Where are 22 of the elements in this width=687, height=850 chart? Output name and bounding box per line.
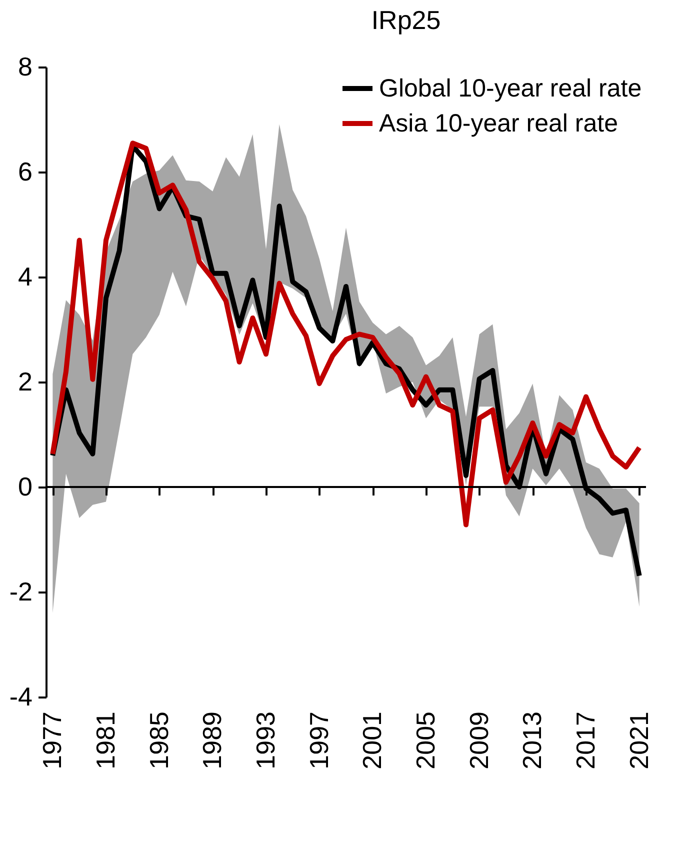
x-tick-label: 2017: [570, 712, 600, 770]
x-tick-label: 2021: [624, 712, 654, 770]
y-tick-label: -2: [9, 576, 32, 606]
x-tick-label: 1985: [144, 712, 174, 770]
y-tick-label: 6: [18, 156, 32, 186]
legend-label: Asia 10-year real rate: [379, 110, 618, 138]
y-tick-label: 8: [18, 52, 32, 82]
x-tick-label: 1989: [197, 712, 228, 770]
x-tick-label: 1993: [250, 712, 280, 770]
y-tick-label: -4: [9, 682, 32, 712]
x-tick-label: 2001: [357, 712, 388, 770]
legend-label: Global 10-year real rate: [379, 74, 642, 102]
x-tick-label: 1997: [304, 712, 334, 770]
x-tick-label: 2009: [464, 712, 494, 770]
y-tick-label: 4: [18, 262, 32, 292]
y-tick-label: 0: [18, 472, 32, 502]
x-tick-label: 2005: [410, 712, 440, 770]
chart-title: IRp25: [371, 5, 441, 35]
x-tick-label: 2013: [517, 712, 548, 770]
x-tick-label: 1981: [90, 712, 120, 770]
x-tick-label: 1977: [37, 712, 68, 770]
y-tick-label: 2: [18, 366, 32, 396]
